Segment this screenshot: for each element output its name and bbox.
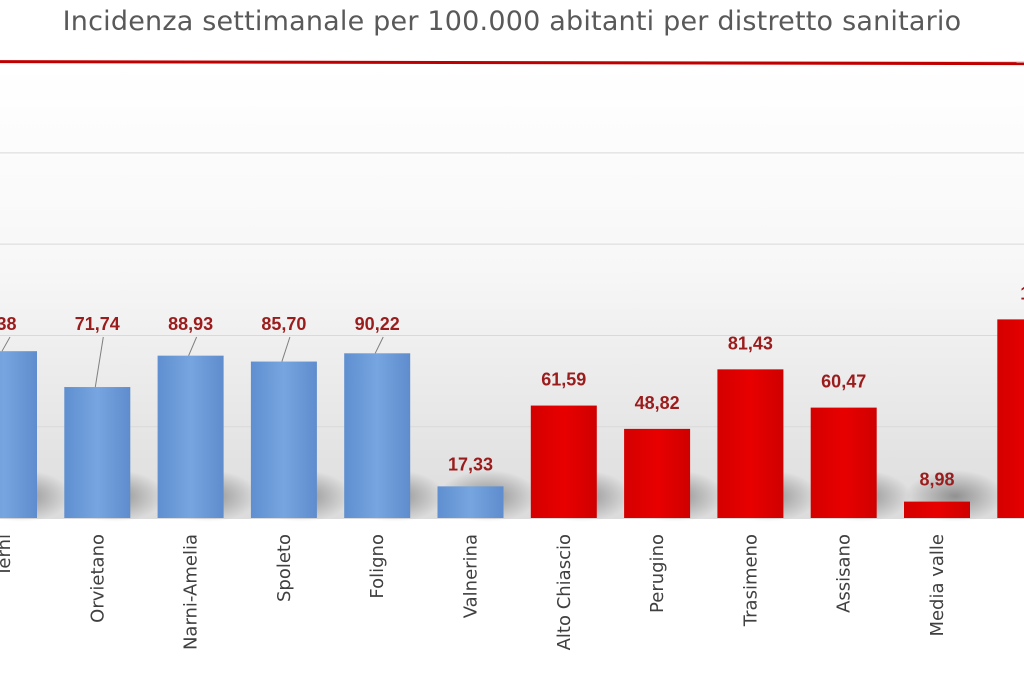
- bar: [904, 501, 970, 518]
- bar: [997, 319, 1024, 518]
- value-label: 8,98: [919, 470, 954, 490]
- leader-line: [94, 336, 104, 388]
- value-label: 61,59: [541, 370, 586, 390]
- value-label: 88,93: [168, 314, 213, 334]
- category-tick-label: Media valle: [927, 534, 948, 637]
- category-tick-label: Valnerina: [461, 534, 482, 618]
- value-label: 10: [1020, 283, 1024, 303]
- bars: [0, 319, 1024, 518]
- value-labels: ,38 71,74 88,93 85,70 90,22 17,33 61,59 48,82 81…: [0, 283, 1024, 489]
- category-tick-label: Assisano: [834, 534, 855, 613]
- leader-line: [374, 336, 384, 354]
- bar: [64, 387, 131, 518]
- leader-line: [188, 336, 198, 356]
- value-label: 85,70: [261, 314, 306, 334]
- leader-lines: [1, 336, 384, 388]
- category-tick-labels: Terni Orvietano Narni-Amelia Spoleto Foligno…: [0, 534, 948, 650]
- bar: [437, 486, 504, 518]
- value-label: 81,43: [728, 333, 773, 353]
- leader-line: [281, 336, 291, 362]
- category-tick-label: Perugino: [647, 534, 668, 613]
- bar: [250, 361, 317, 518]
- value-label: 60,47: [821, 372, 866, 392]
- bar: [810, 407, 877, 518]
- value-label: 17,33: [448, 454, 493, 474]
- bar: [624, 428, 691, 518]
- category-tick-label: Narni-Amelia: [181, 534, 202, 650]
- category-tick-label: Foligno: [367, 534, 388, 599]
- bar: [0, 351, 37, 518]
- value-label: ,38: [0, 314, 17, 334]
- value-label: 48,82: [635, 393, 680, 413]
- bar: [530, 405, 597, 518]
- category-tick-label: Alto Chiascio: [554, 534, 575, 650]
- category-tick-label: Spoleto: [274, 534, 295, 602]
- threshold-line-mark: [0, 60, 1024, 66]
- leader-line: [1, 336, 11, 352]
- value-label: 71,74: [75, 314, 120, 334]
- category-tick-label: Terni: [0, 534, 15, 578]
- threshold-line: [0, 60, 1024, 66]
- chart-title: Incidenza settimanale per 100.000 abitan…: [62, 6, 962, 37]
- bar: [717, 369, 784, 518]
- category-tick-label: Orvietano: [87, 534, 108, 623]
- category-tick-label: Trasimeno: [740, 534, 761, 627]
- value-label: 90,22: [355, 314, 400, 334]
- bar: [344, 353, 411, 518]
- bar: [157, 355, 224, 518]
